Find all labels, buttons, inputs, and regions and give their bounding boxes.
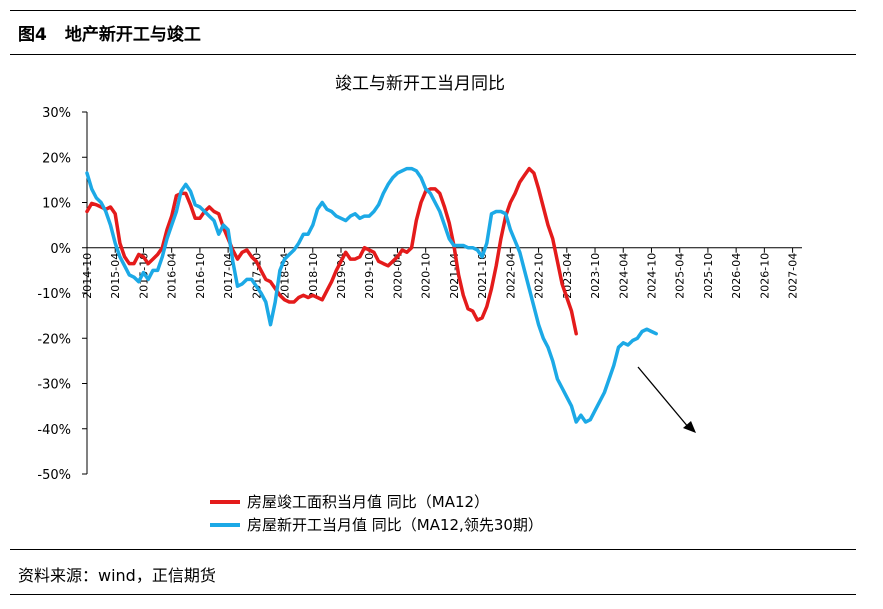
x-tick-label: 2024-10 [645,253,658,299]
title-rule [10,54,856,55]
source-rule [10,549,856,550]
trend-arrow-line [637,366,690,429]
y-tick-label: -10% [37,287,71,302]
y-tick-label: 10% [42,197,71,212]
x-tick-label: 2022-04 [504,253,517,299]
y-tick-label: 30% [42,106,71,121]
figure-caption: 地产新开工与竣工 [64,25,201,45]
series-line-newstart [85,166,658,424]
y-tick-label: -30% [37,378,71,393]
x-tick-label: 2023-04 [561,253,574,299]
trend-arrow-head [683,421,696,433]
x-tick-label: 2025-10 [702,253,715,299]
series-line-completion [85,166,578,336]
x-tick-label: 2022-10 [533,253,546,299]
legend-label-newstart: 房屋新开工当月值 同比（MA12,领先30期） [247,516,543,534]
y-tick-label: -20% [37,332,71,347]
x-tick-label: 2015-04 [109,253,122,299]
y-axis: 30% 20% 10% 0% -10% -20% -30% -40% -50% [37,106,88,483]
x-tick-label: 2017-10 [250,253,263,299]
x-tick-label: 2020-10 [420,253,433,299]
plot-lines [85,166,658,424]
chart-title: 竣工与新开工当月同比 [335,74,505,94]
legend: 房屋竣工面积当月值 同比（MA12） 房屋新开工当月值 同比（MA12,领先30… [210,493,543,534]
x-axis: 2014-10 2015-04 2015-10 2016-04 2016-10 2017-… [81,247,802,299]
y-tick-label: 0% [50,242,71,257]
x-tick-label: 2025-04 [674,253,687,299]
figure-title: 图4 地产新开工与竣工 [18,20,201,45]
x-tick-label: 2016-10 [194,253,207,299]
x-tick-label: 2023-10 [589,253,602,299]
trend-arrow [637,366,696,433]
y-tick-label: -40% [37,423,71,438]
x-tick-label: 2026-04 [730,253,743,299]
legend-label-completion: 房屋竣工面积当月值 同比（MA12） [247,493,489,511]
y-tick-label: 20% [42,151,71,166]
x-tick-label: 2026-10 [758,253,771,299]
x-tick-label: 2014-10 [81,253,94,299]
x-tick-label: 2027-04 [787,253,800,299]
x-tick-label: 2024-04 [617,253,630,299]
x-tick-label: 2018-10 [307,253,320,299]
source-note: 资料来源：wind，正信期货 [18,566,216,585]
bottom-rule [10,594,856,595]
x-tick-label: 2020-04 [391,253,404,299]
x-tick-label: 2019-10 [363,253,376,299]
x-tick-label: 2016-04 [166,253,179,299]
figure-number: 图4 [18,25,47,45]
x-tick-label: 2021-10 [476,253,489,299]
y-tick-label: -50% [37,468,71,483]
top-rule [10,10,856,11]
